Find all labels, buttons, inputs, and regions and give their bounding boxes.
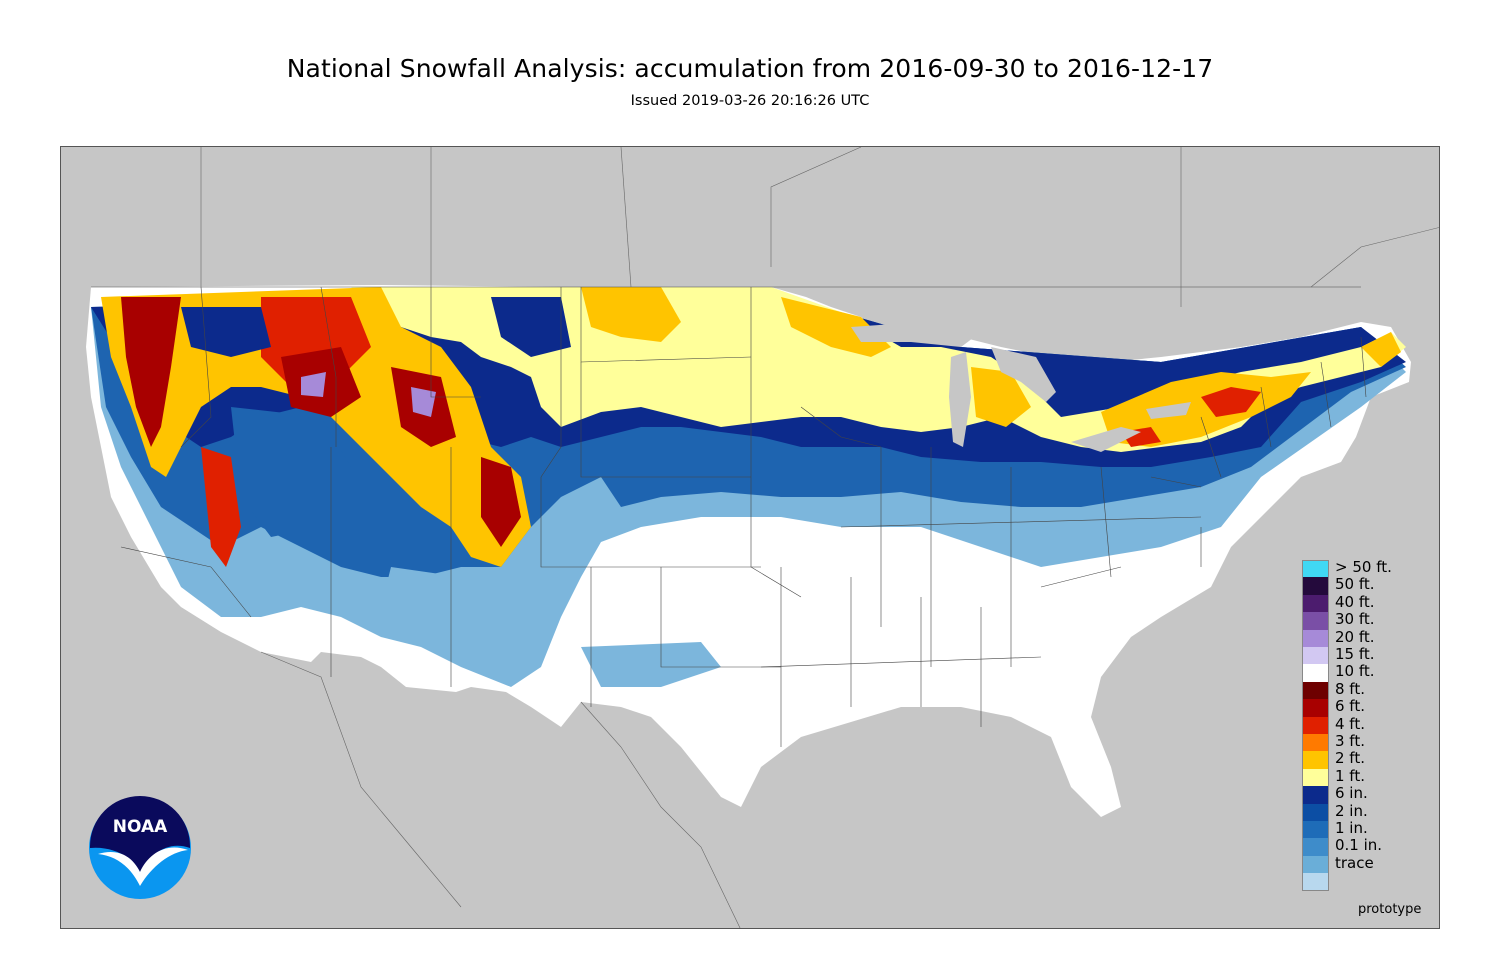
- legend-label: 10 ft.: [1335, 662, 1375, 681]
- snowfall-map: [60, 146, 1440, 929]
- legend-label: 6 ft.: [1335, 697, 1365, 716]
- legend-label: trace: [1335, 853, 1374, 872]
- legend-label: 1 ft.: [1335, 766, 1365, 785]
- snow-2ft: [581, 287, 681, 342]
- legend-label: 3 ft.: [1335, 732, 1365, 750]
- legend-swatch: [1302, 803, 1329, 821]
- legend-label: 1 in.: [1335, 819, 1368, 837]
- legend-label: 8 ft.: [1335, 679, 1365, 698]
- legend-swatch: [1302, 681, 1329, 700]
- legend-swatch: [1302, 577, 1329, 595]
- noaa-logo-text: NOAA: [113, 817, 168, 837]
- page-title: National Snowfall Analysis: accumulation…: [286, 54, 1214, 83]
- legend-label: 2 in.: [1335, 801, 1368, 820]
- legend-swatch: [1302, 838, 1329, 856]
- legend-label: 2 ft.: [1335, 749, 1365, 768]
- legend-swatch: [1302, 560, 1329, 578]
- state-borders: [91, 286, 1367, 747]
- legend-label: 0.1 in.: [1335, 836, 1383, 855]
- legend-label: 30 ft.: [1335, 610, 1375, 629]
- legend-swatch: [1302, 716, 1329, 734]
- legend-swatch: [1302, 594, 1329, 613]
- legend-swatch: [1302, 699, 1329, 717]
- legend-swatch: [1302, 855, 1329, 874]
- legend-label: 20 ft.: [1335, 627, 1375, 646]
- legend-swatch: [1302, 734, 1329, 752]
- legend-swatch: [1302, 768, 1329, 787]
- legend-label: > 50 ft.: [1335, 558, 1392, 576]
- legend-label: 40 ft.: [1335, 592, 1375, 611]
- great-lakes: [851, 322, 981, 347]
- rockies-heavy: [101, 287, 531, 567]
- map-canvas: [86, 147, 1439, 928]
- prototype-note: prototype: [1358, 902, 1422, 917]
- legend-swatch: [1302, 751, 1329, 769]
- legend-label: 6 in.: [1335, 784, 1368, 803]
- legend-swatch: [1302, 612, 1329, 630]
- legend-frame: [1302, 560, 1329, 891]
- legend-label: 4 ft.: [1335, 714, 1365, 733]
- legend-label: 50 ft.: [1335, 575, 1375, 594]
- noaa-logo: NOAA: [89, 796, 191, 899]
- legend-swatch: [1302, 647, 1329, 665]
- issued-timestamp: Issued 2019-03-26 20:16:26 UTC: [630, 93, 870, 109]
- legend-bottom-swatch: [1302, 873, 1329, 891]
- legend-label: 15 ft.: [1335, 645, 1375, 663]
- legend-swatch: [1302, 664, 1329, 682]
- legend-swatch: [1302, 786, 1329, 804]
- legend-swatch: [1302, 629, 1329, 647]
- legend-swatch: [1302, 821, 1329, 839]
